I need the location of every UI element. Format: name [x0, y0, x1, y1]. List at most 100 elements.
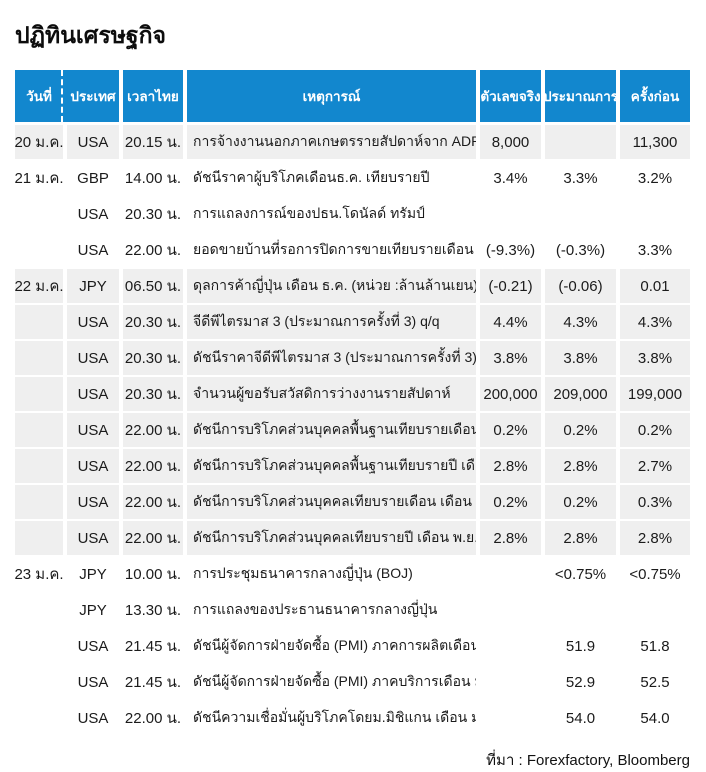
cell-event: ดัชนีการบริโภคส่วนบุคคลเทียบรายเดือน เดื…: [187, 485, 476, 519]
cell-forecast: 2.8%: [545, 449, 616, 483]
cell-forecast: 209,000: [545, 377, 616, 411]
cell-time: 22.00 น.: [123, 233, 183, 267]
cell-actual: [480, 557, 541, 591]
cell-previous: 54.0: [620, 701, 690, 735]
cell-date: [15, 593, 63, 627]
cell-date: 23 ม.ค.: [15, 557, 63, 591]
cell-event: ดัชนีการบริโภคส่วนบุคคลพื้นฐานเทียบรายเด…: [187, 413, 476, 447]
table-row: USA 20.30 น. การแถลงการณ์ของปธน.โดนัลด์ …: [15, 197, 690, 231]
cell-actual: 2.8%: [480, 449, 541, 483]
column-header-time: เวลาไทย: [123, 70, 183, 122]
cell-country: USA: [67, 233, 119, 267]
cell-time: 22.00 น.: [123, 413, 183, 447]
cell-date: 21 ม.ค.: [15, 161, 63, 195]
cell-event: ดัชนีการบริโภคส่วนบุคคลเทียบรายปี เดือน …: [187, 521, 476, 555]
cell-date: [15, 197, 63, 231]
cell-date: [15, 341, 63, 375]
cell-actual: (-0.21): [480, 269, 541, 303]
cell-date: [15, 305, 63, 339]
source-note: ที่มา : Forexfactory, Bloomberg: [486, 752, 690, 769]
cell-date: [15, 233, 63, 267]
cell-previous: 199,000: [620, 377, 690, 411]
cell-country: JPY: [67, 269, 119, 303]
cell-forecast: 2.8%: [545, 521, 616, 555]
cell-actual: 4.4%: [480, 305, 541, 339]
table-row: 21 ม.ค. GBP 14.00 น. ดัชนีราคาผู้บริโภคเ…: [15, 161, 690, 195]
cell-time: 20.30 น.: [123, 305, 183, 339]
column-header-actual: ตัวเลขจริง: [480, 70, 541, 122]
table-row: USA 22.00 น. ดัชนีการบริโภคส่วนบุคคลเทีย…: [15, 485, 690, 519]
cell-time: 22.00 น.: [123, 521, 183, 555]
cell-country: USA: [67, 125, 119, 159]
cell-actual: 200,000: [480, 377, 541, 411]
cell-forecast: <0.75%: [545, 557, 616, 591]
table-row: 23 ม.ค. JPY 10.00 น. การประชุมธนาคารกลาง…: [15, 557, 690, 591]
cell-country: JPY: [67, 593, 119, 627]
cell-actual: 0.2%: [480, 485, 541, 519]
cell-event: การจ้างงานนอกภาคเกษตรรายสัปดาห์จาก ADP: [187, 125, 476, 159]
column-header-previous: ครั้งก่อน: [620, 70, 690, 122]
cell-country: USA: [67, 377, 119, 411]
cell-forecast: 0.2%: [545, 485, 616, 519]
cell-event: ดัชนีความเชื่อมั่นผู้บริโภคโดยม.มิชิแกน …: [187, 701, 476, 735]
page-title: ปฏิทินเศรษฐกิจ: [15, 22, 166, 48]
cell-previous: <0.75%: [620, 557, 690, 591]
cell-date: [15, 413, 63, 447]
cell-date: [15, 485, 63, 519]
table-row: USA 22.00 น. ดัชนีความเชื่อมั่นผู้บริโภค…: [15, 701, 690, 735]
cell-time: 22.00 น.: [123, 701, 183, 735]
cell-previous: 3.3%: [620, 233, 690, 267]
cell-time: 21.45 น.: [123, 665, 183, 699]
cell-time: 06.50 น.: [123, 269, 183, 303]
table-row: USA 20.30 น. จำนวนผู้ขอรับสวัสดิการว่างง…: [15, 377, 690, 411]
cell-previous: 51.8: [620, 629, 690, 663]
cell-forecast: (-0.3%): [545, 233, 616, 267]
cell-actual: 0.2%: [480, 413, 541, 447]
cell-time: 13.30 น.: [123, 593, 183, 627]
cell-actual: (-9.3%): [480, 233, 541, 267]
cell-country: USA: [67, 305, 119, 339]
cell-country: USA: [67, 413, 119, 447]
cell-date: [15, 377, 63, 411]
table-row: USA 22.00 น. ยอดขายบ้านที่รอการปิดการขาย…: [15, 233, 690, 267]
cell-event: ดัชนีการบริโภคส่วนบุคคลพื้นฐานเทียบรายปี…: [187, 449, 476, 483]
cell-previous: [620, 593, 690, 627]
table-header-row: วันที่ ประเทศ เวลาไทย เหตุการณ์ ตัวเลขจร…: [15, 70, 690, 122]
cell-forecast: 3.3%: [545, 161, 616, 195]
column-header-date: วันที่: [15, 70, 67, 122]
cell-forecast: 52.9: [545, 665, 616, 699]
cell-country: USA: [67, 197, 119, 231]
cell-previous: 0.3%: [620, 485, 690, 519]
cell-time: 20.30 น.: [123, 197, 183, 231]
cell-event: การประชุมธนาคารกลางญี่ปุ่น (BOJ): [187, 557, 476, 591]
cell-event: จีดีพีไตรมาส 3 (ประมาณการครั้งที่ 3) q/q: [187, 305, 476, 339]
cell-actual: [480, 197, 541, 231]
cell-country: USA: [67, 701, 119, 735]
table-row: 22 ม.ค. JPY 06.50 น. ดุลการค้าญี่ปุ่น เด…: [15, 269, 690, 303]
table-row: USA 21.45 น. ดัชนีผู้จัดการฝ่ายจัดซื้อ (…: [15, 665, 690, 699]
cell-date: [15, 701, 63, 735]
cell-time: 10.00 น.: [123, 557, 183, 591]
table-row: USA 22.00 น. ดัชนีการบริโภคส่วนบุคคลพื้น…: [15, 413, 690, 447]
table-row: USA 21.45 น. ดัชนีผู้จัดการฝ่ายจัดซื้อ (…: [15, 629, 690, 663]
cell-country: USA: [67, 665, 119, 699]
cell-country: GBP: [67, 161, 119, 195]
cell-event: ดัชนีราคาผู้บริโภคเดือนธ.ค. เทียบรายปี: [187, 161, 476, 195]
cell-event: การแถลงของประธานธนาคารกลางญี่ปุ่น: [187, 593, 476, 627]
cell-forecast: 0.2%: [545, 413, 616, 447]
cell-event: ดัชนีผู้จัดการฝ่ายจัดซื้อ (PMI) ภาคบริกา…: [187, 665, 476, 699]
cell-previous: 3.8%: [620, 341, 690, 375]
cell-time: 22.00 น.: [123, 485, 183, 519]
cell-time: 20.15 น.: [123, 125, 183, 159]
cell-time: 22.00 น.: [123, 449, 183, 483]
cell-event: ยอดขายบ้านที่รอการปิดการขายเทียบรายเดือน…: [187, 233, 476, 267]
cell-forecast: (-0.06): [545, 269, 616, 303]
cell-time: 20.30 น.: [123, 341, 183, 375]
table-row: JPY 13.30 น. การแถลงของประธานธนาคารกลางญ…: [15, 593, 690, 627]
cell-previous: 4.3%: [620, 305, 690, 339]
economic-calendar-table: วันที่ ประเทศ เวลาไทย เหตุการณ์ ตัวเลขจร…: [15, 70, 690, 735]
cell-previous: 3.2%: [620, 161, 690, 195]
cell-country: USA: [67, 449, 119, 483]
cell-forecast: [545, 197, 616, 231]
cell-country: USA: [67, 485, 119, 519]
